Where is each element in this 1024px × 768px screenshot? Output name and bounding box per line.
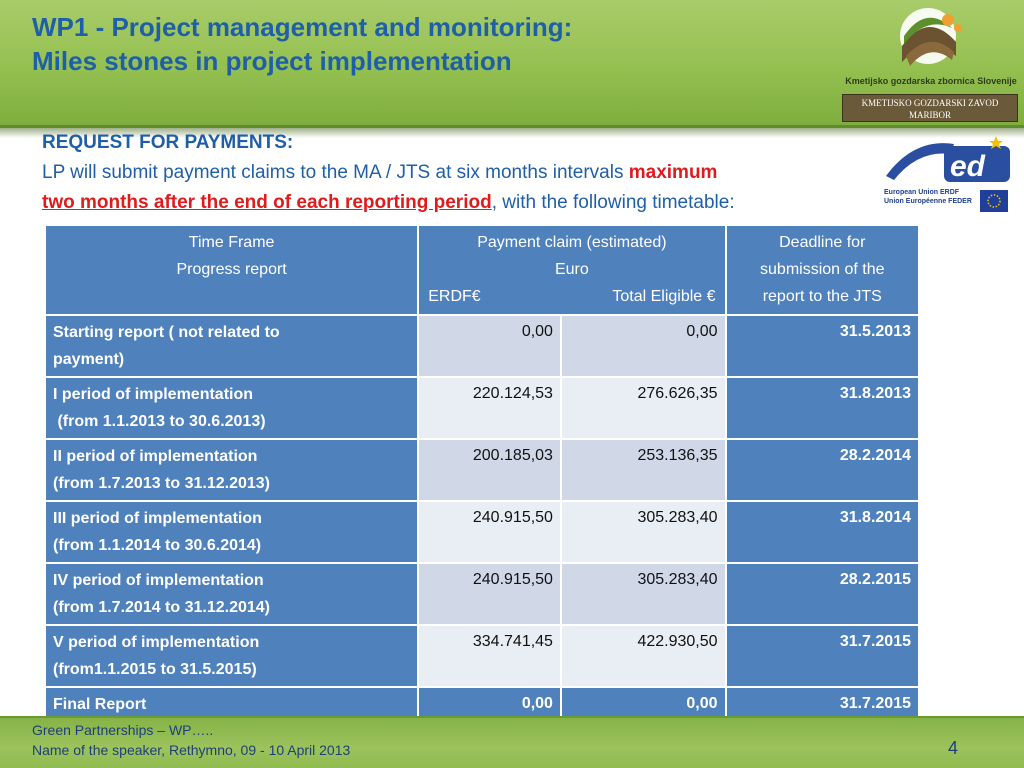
header-payment-claim-line-2: Euro xyxy=(554,261,589,278)
period-label-line-1: III period of implementation xyxy=(53,510,262,527)
header-time-frame-line-2: Progress report xyxy=(176,261,287,278)
request-red-emphasis-2: two months after the end of each reporti… xyxy=(42,192,492,213)
header-time-frame-line-1: Time Frame xyxy=(188,234,275,251)
table-row: V period of implementation (from1.1.2015 … xyxy=(43,624,921,688)
med-logo-caption: European Union ERDF Union Européenne FED… xyxy=(884,188,972,206)
period-label: III period of implementation (from 1.1.20… xyxy=(43,500,420,564)
table-row: IV period of implementation (from 1.7.201… xyxy=(43,562,921,626)
total-eligible-amount: 253.136,35 xyxy=(559,438,727,502)
erdf-amount: 0,00 xyxy=(417,314,562,378)
table-header-row: Time Frame Progress report Payment claim… xyxy=(43,224,921,316)
chamber-logo-text: Kmetijsko gozdarska zbornica Slovenije xyxy=(845,76,1017,86)
eu-flag-icon xyxy=(980,190,1008,212)
institute-name-line-1: KMETIJSKO GOZDARSKI ZAVOD xyxy=(861,98,999,108)
header-deadline-line-1: Deadline for xyxy=(779,234,866,251)
table-row: III period of implementation (from 1.1.20… xyxy=(43,500,921,564)
deadline-date: 31.7.2015 xyxy=(724,624,921,688)
title-line-2: Miles stones in project implementation xyxy=(32,46,512,76)
med-caption-line-2: Union Européenne FEDER xyxy=(884,198,972,205)
period-label: Starting report ( not related to payment) xyxy=(43,314,420,378)
footer-line-1: Green Partnerships – WP….. xyxy=(32,722,214,738)
header-erdf: ERDF€ xyxy=(428,288,481,305)
fields-logo-icon xyxy=(900,8,962,66)
period-label-line-2: (from1.1.2015 to 31.5.2015) xyxy=(53,661,257,678)
header-time-frame: Time Frame Progress report xyxy=(43,224,420,316)
med-programme-logo: ed European Union ERDF Union Européenne … xyxy=(884,136,1012,216)
total-eligible-amount: 305.283,40 xyxy=(559,562,727,626)
chamber-logo: Kmetijsko gozdarska zbornica Slovenije K… xyxy=(842,6,1020,122)
header-payment-claim: Payment claim (estimated) Euro ERDF€ Tot… xyxy=(417,224,727,316)
period-label-line-1: II period of implementation xyxy=(53,448,258,465)
request-text-start: LP will submit payment claims to the MA … xyxy=(42,162,629,183)
period-label-line-2: (from 1.7.2014 to 31.12.2014) xyxy=(53,599,271,616)
erdf-amount: 200.185,03 xyxy=(417,438,562,502)
period-label: IV period of implementation (from 1.7.201… xyxy=(43,562,420,626)
period-label-line-1: V period of implementation xyxy=(53,634,260,651)
erdf-amount: 240.915,50 xyxy=(417,500,562,564)
med-logo-wordmark: ed xyxy=(950,150,986,183)
erdf-amount: 240.915,50 xyxy=(417,562,562,626)
institute-logo-box: KMETIJSKO GOZDARSKI ZAVOD MARIBOR xyxy=(842,94,1018,122)
header-shadow xyxy=(0,128,1024,138)
institute-name-line-2: MARIBOR xyxy=(908,110,951,120)
request-body: LP will submit payment claims to the MA … xyxy=(42,158,882,218)
payment-timetable: Time Frame Progress report Payment claim… xyxy=(43,224,921,723)
deadline-date: 28.2.2014 xyxy=(724,438,921,502)
footer-band xyxy=(0,716,1024,768)
header-total-eligible: Total Eligible € xyxy=(612,288,716,305)
period-label-line-2: payment) xyxy=(53,351,125,368)
total-eligible-amount: 305.283,40 xyxy=(559,500,727,564)
table-row: II period of implementation (from 1.7.201… xyxy=(43,438,921,502)
payment-request-text: REQUEST FOR PAYMENTS: LP will submit pay… xyxy=(42,128,882,218)
period-label-line-2: (from 1.1.2014 to 30.6.2014) xyxy=(53,537,262,554)
period-label-line-2: (from 1.1.2013 to 30.6.2013) xyxy=(53,413,266,430)
header-deadline: Deadline for submission of the report to… xyxy=(724,224,921,316)
erdf-amount: 334.741,45 xyxy=(417,624,562,688)
med-caption-line-1: European Union ERDF xyxy=(884,189,960,196)
erdf-amount: 220.124,53 xyxy=(417,376,562,440)
title-line-1: WP1 - Project management and monitoring: xyxy=(32,12,573,42)
header-payment-subcolumns: ERDF€ Total Eligible € xyxy=(426,283,717,310)
slide-title: WP1 - Project management and monitoring:… xyxy=(32,10,792,78)
header-band xyxy=(0,0,1024,128)
period-label-line-1: I period of implementation xyxy=(53,386,254,403)
period-label: V period of implementation (from1.1.2015 … xyxy=(43,624,420,688)
total-eligible-amount: 422.930,50 xyxy=(559,624,727,688)
med-logo-icon: ed xyxy=(886,136,1010,183)
period-label: I period of implementation (from 1.1.201… xyxy=(43,376,420,440)
header-payment-claim-line-1: Payment claim (estimated) xyxy=(477,234,667,251)
table-row: I period of implementation (from 1.1.201… xyxy=(43,376,921,440)
page-number: 4 xyxy=(948,738,959,758)
request-heading: REQUEST FOR PAYMENTS: xyxy=(42,132,294,153)
request-text-end: , with the following timetable: xyxy=(491,192,735,213)
total-eligible-amount: 276.626,35 xyxy=(559,376,727,440)
table-row: Starting report ( not related to payment)… xyxy=(43,314,921,378)
deadline-date: 28.2.2015 xyxy=(724,562,921,626)
deadline-date: 31.5.2013 xyxy=(724,314,921,378)
footer-line-2: Name of the speaker, Rethymno, 09 - 10 A… xyxy=(32,742,351,758)
period-label-line-1: IV period of implementation xyxy=(53,572,264,589)
deadline-date: 31.8.2014 xyxy=(724,500,921,564)
period-label: II period of implementation (from 1.7.201… xyxy=(43,438,420,502)
period-label-line-1: Starting report ( not related to xyxy=(53,324,280,341)
header-deadline-line-3: report to the JTS xyxy=(762,288,882,305)
header-deadline-line-2: submission of the xyxy=(760,261,885,278)
period-label-line-2: (from 1.7.2013 to 31.12.2013) xyxy=(53,475,271,492)
deadline-date: 31.8.2013 xyxy=(724,376,921,440)
request-red-emphasis-1: maximum xyxy=(628,162,718,183)
total-eligible-amount: 0,00 xyxy=(559,314,727,378)
